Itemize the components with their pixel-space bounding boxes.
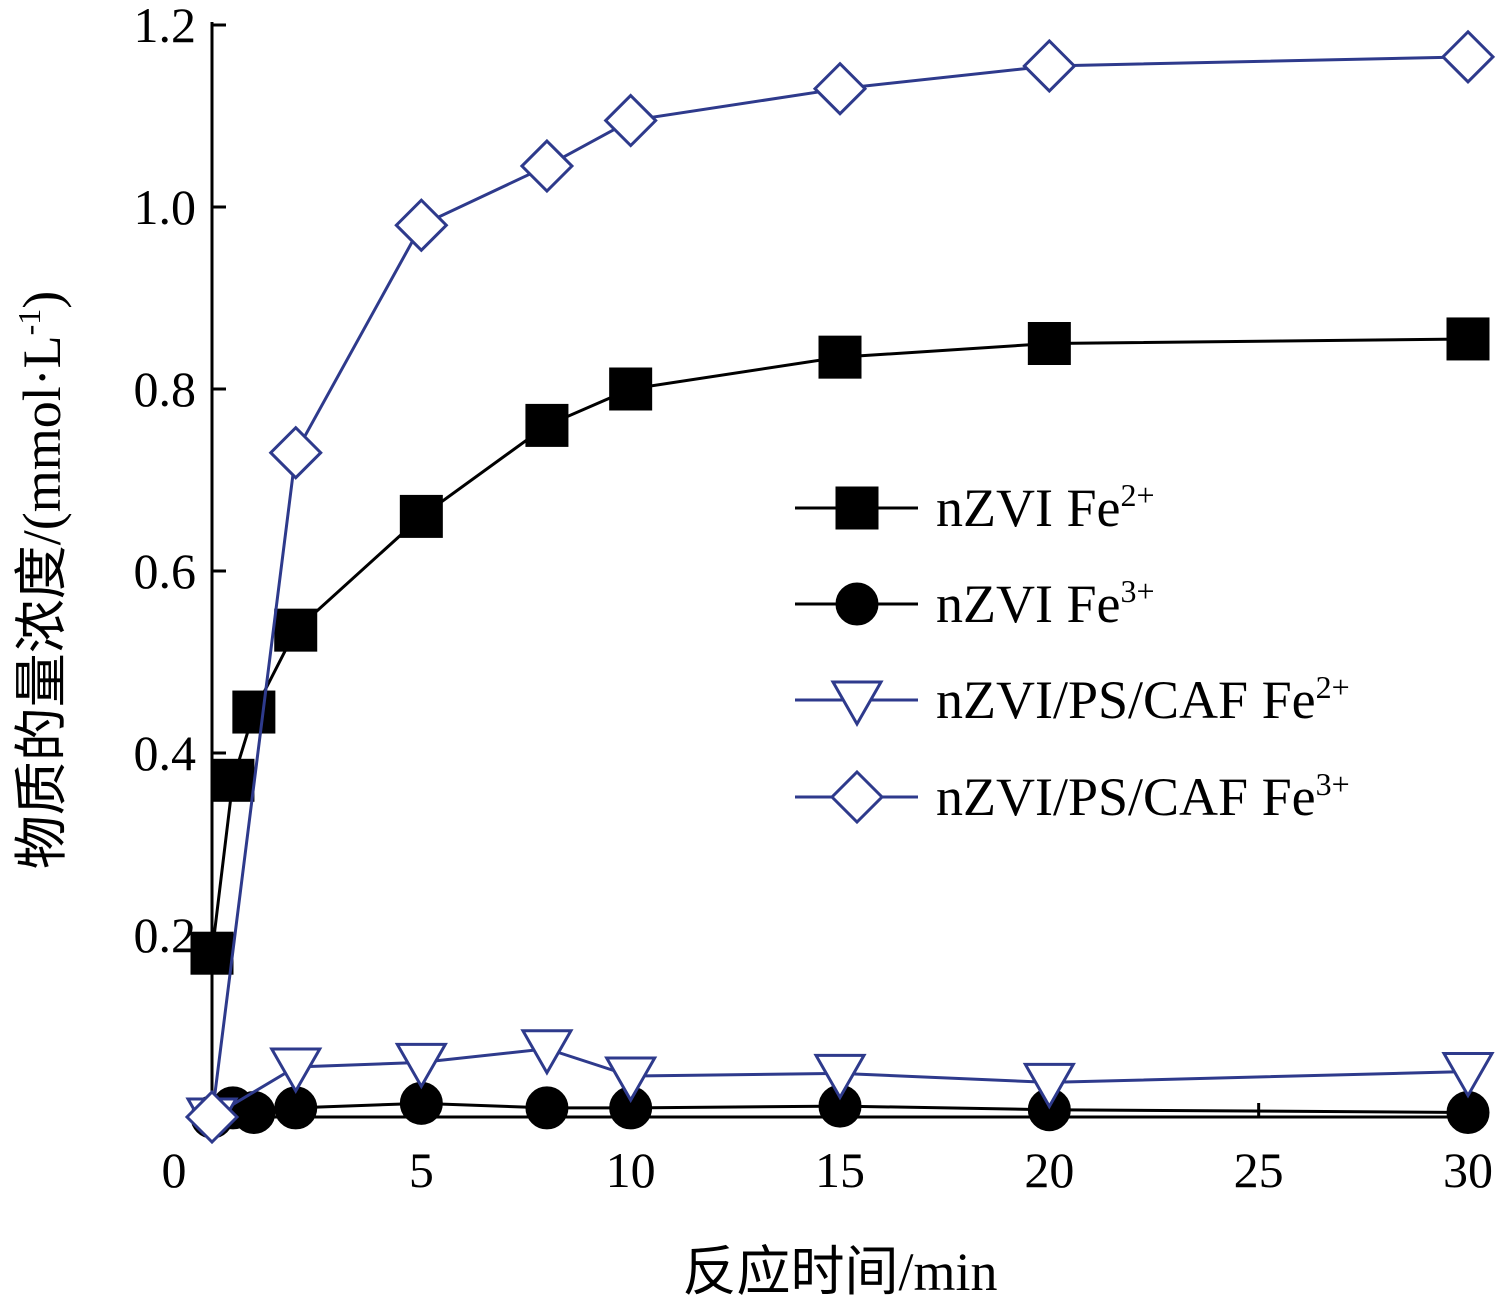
legend-label: nZVI Fe2+ [936,477,1155,538]
y-axis-title: 物质的量浓度/(mmol·L-1) [11,291,72,870]
data-point-triangle-down [1022,1062,1076,1110]
legend-marker-circle [835,582,879,626]
y-axis-title-main: 物质的量浓度/(mmol·L [12,335,72,869]
data-point-square [525,403,569,447]
legend-marker-triangle-down [830,680,884,728]
x-tick-label: 20 [1024,1142,1074,1198]
legend-label: nZVI Fe3+ [936,573,1155,634]
x-tick-label: 25 [1234,1142,1284,1198]
y-axis-title-close: ) [12,291,72,309]
y-tick-label: 0.4 [134,725,197,781]
legend-label-main: nZVI/PS/CAF Fe [936,767,1316,827]
x-axis-title: 反应时间/min [682,1242,997,1299]
axes: 0 5 10 15 20 25 30 0.2 0.4 0.6 0.8 1.0 1.2 [134,0,1494,1198]
legend-item-2: nZVI/PS/CAF Fe2+ [795,669,1350,730]
legend-marker-square [835,486,879,530]
series-line-2 [211,1047,1469,1119]
axis-titles: 反应时间/min 物质的量浓度/(mmol·L-1) [11,291,998,1299]
y-axis-title-sup: -1 [11,309,47,336]
y-tick-label: 0.6 [134,543,197,599]
legend-label-sup: 3+ [1120,573,1154,609]
data-point-square [399,494,443,538]
data-point-diamond [812,61,868,116]
y-tick-label: 0.2 [134,907,197,963]
data-point-diamond [184,1089,240,1145]
data-point-diamond [603,93,658,148]
data-point-triangle-down [394,1042,448,1090]
data-point-square [818,335,862,379]
series-0 [190,317,1490,975]
y-tick-label: 1.2 [134,0,197,53]
x-tick-label: 5 [409,1142,434,1198]
x-tick-label: 15 [815,1142,865,1198]
legend-item-1: nZVI Fe3+ [795,573,1155,634]
legend-marker-diamond [829,769,885,825]
data-point-triangle-down [1441,1052,1495,1099]
legend-label-main: nZVI Fe [936,478,1120,538]
legend-label-sup: 2+ [1120,477,1154,513]
y-tick-label: 0.8 [134,361,197,417]
data-point-diamond [268,425,323,480]
data-point-square [211,758,255,802]
legend-label: nZVI/PS/CAF Fe2+ [936,669,1350,730]
series-line-3 [210,55,1469,1118]
x-tick-label: 0 [162,1142,187,1198]
data-point-square [1446,317,1490,361]
series-line-0 [210,337,1469,954]
data-point-triangle-down [604,1056,658,1104]
legend-label: nZVI/PS/CAF Fe3+ [936,766,1350,827]
x-tick-label: 30 [1443,1142,1493,1198]
y-tick-label: 1.0 [134,179,197,235]
data-point-triangle-down [813,1053,867,1101]
data-point-square [1027,322,1071,365]
legend-label-sup: 3+ [1316,766,1350,802]
series-layer [184,29,1496,1145]
data-point-diamond [394,198,449,253]
x-tick-label: 10 [606,1142,656,1198]
legend-item-0: nZVI Fe2+ [795,477,1155,538]
legend-label-main: nZVI Fe [936,574,1120,634]
data-point-square [190,931,234,975]
series-3 [184,29,1496,1145]
data-point-square [232,690,276,734]
data-point-triangle-down [269,1047,323,1094]
data-point-circle [232,1090,276,1134]
data-point-square [609,367,653,411]
legend-item-3: nZVI/PS/CAF Fe3+ [795,766,1350,827]
legend-label-sup: 2+ [1316,669,1350,705]
data-point-diamond [1440,29,1496,84]
legend: nZVI Fe2+nZVI Fe3+nZVI/PS/CAF Fe2+nZVI/P… [795,477,1350,827]
data-point-circle [525,1086,569,1130]
data-point-triangle-down [520,1029,574,1076]
data-point-diamond [519,138,575,194]
data-point-square [274,608,318,652]
legend-label-main: nZVI/PS/CAF Fe [936,670,1316,730]
data-point-diamond [1022,38,1077,94]
